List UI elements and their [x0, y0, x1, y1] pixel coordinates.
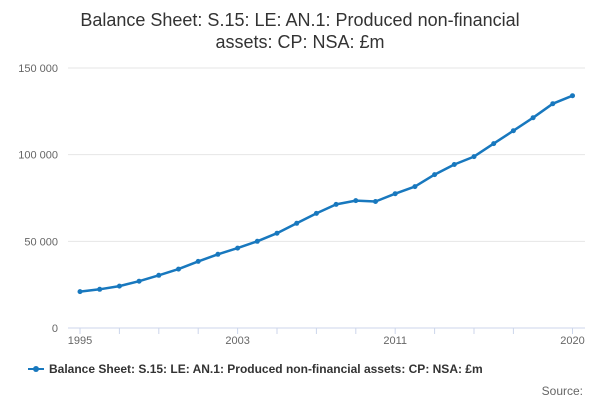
series-marker: [235, 245, 241, 251]
legend-marker: [33, 366, 39, 372]
series-marker: [510, 128, 516, 134]
y-tick-label: 0: [52, 323, 58, 335]
source-label: Source:: [541, 384, 583, 398]
series-marker: [412, 184, 418, 190]
x-tick-label: 2020: [560, 335, 584, 347]
chart-title: Balance Sheet: S.15: LE: AN.1: Produced …: [80, 10, 520, 52]
series-marker: [176, 266, 181, 272]
series-marker: [215, 251, 221, 257]
series-marker: [333, 201, 339, 207]
series-marker: [550, 101, 556, 107]
series-marker: [97, 286, 103, 292]
y-tick-label: 100 000: [18, 150, 58, 162]
legend-item[interactable]: Balance Sheet: S.15: LE: AN.1: Produced …: [28, 362, 483, 376]
y-tick-label: 150 000: [18, 63, 58, 75]
series-marker: [77, 289, 83, 295]
series-marker: [392, 191, 398, 197]
series-marker: [156, 272, 162, 278]
series-marker: [195, 258, 201, 264]
legend-line-marker-icon: [28, 366, 44, 372]
series-marker: [432, 172, 438, 178]
series-marker: [136, 278, 142, 284]
series-marker: [491, 141, 497, 147]
x-tick-label: 2011: [383, 335, 407, 347]
series-marker: [570, 93, 575, 99]
series-marker: [294, 220, 300, 226]
series-marker: [313, 210, 319, 216]
series-marker: [373, 199, 378, 204]
series-marker: [274, 230, 280, 236]
series-marker: [353, 198, 359, 204]
x-tick-label: 2003: [225, 335, 249, 347]
series-marker: [530, 115, 536, 121]
x-tick-label: 1995: [68, 335, 92, 347]
legend-label: Balance Sheet: S.15: LE: AN.1: Produced …: [49, 362, 483, 376]
y-tick-label: 50 000: [24, 236, 58, 248]
series-marker: [116, 283, 122, 289]
series-marker: [471, 154, 477, 160]
series-line: [78, 94, 574, 293]
series-marker: [254, 238, 260, 244]
series-marker: [451, 162, 457, 167]
